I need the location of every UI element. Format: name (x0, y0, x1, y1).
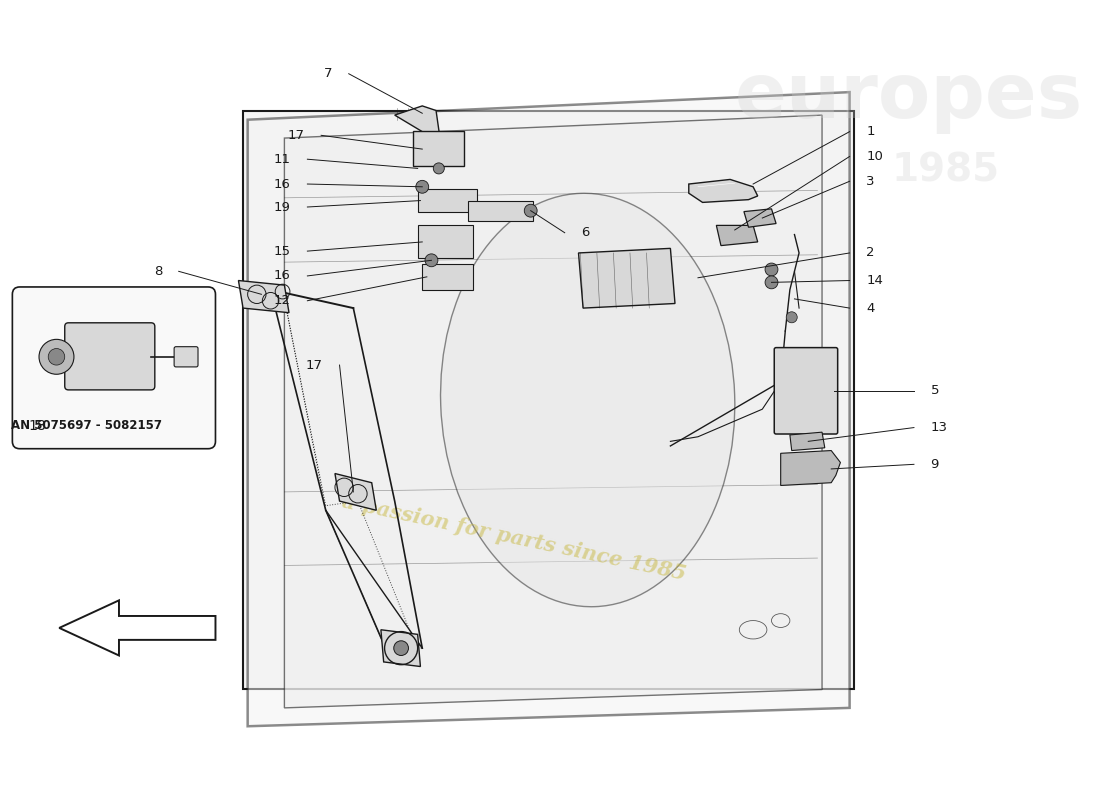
Polygon shape (790, 432, 825, 450)
Text: 4: 4 (866, 302, 874, 314)
Polygon shape (689, 179, 758, 202)
Text: 16: 16 (274, 178, 290, 190)
Text: AN 5075697 - 5082157: AN 5075697 - 5082157 (11, 419, 163, 432)
FancyBboxPatch shape (469, 201, 532, 221)
Text: 15: 15 (274, 245, 290, 258)
Text: 14: 14 (866, 274, 883, 287)
Polygon shape (395, 106, 441, 142)
Text: 8: 8 (154, 265, 162, 278)
FancyBboxPatch shape (414, 130, 463, 166)
Text: 10: 10 (866, 150, 883, 163)
Text: 18: 18 (29, 418, 46, 433)
Text: 6: 6 (581, 226, 590, 239)
FancyBboxPatch shape (418, 226, 473, 258)
FancyBboxPatch shape (422, 264, 473, 290)
Text: 7: 7 (323, 67, 332, 80)
Text: 12: 12 (274, 294, 290, 307)
Text: a passion for parts since 1985: a passion for parts since 1985 (340, 491, 689, 584)
Text: 17: 17 (287, 129, 305, 142)
Circle shape (433, 163, 444, 174)
Text: 17: 17 (306, 358, 323, 371)
Polygon shape (781, 450, 840, 486)
FancyBboxPatch shape (774, 348, 838, 434)
Polygon shape (239, 281, 289, 313)
Text: 1985: 1985 (892, 151, 1000, 190)
Text: 13: 13 (931, 421, 947, 434)
Text: 11: 11 (274, 153, 290, 166)
Circle shape (39, 339, 74, 374)
Text: 9: 9 (931, 458, 939, 471)
FancyBboxPatch shape (12, 287, 216, 449)
Polygon shape (248, 92, 849, 726)
FancyBboxPatch shape (174, 346, 198, 367)
Polygon shape (334, 474, 376, 510)
Circle shape (786, 312, 798, 323)
Polygon shape (243, 110, 855, 690)
FancyBboxPatch shape (418, 189, 477, 211)
Text: europes: europes (735, 60, 1084, 134)
Circle shape (766, 276, 778, 289)
Polygon shape (579, 248, 675, 308)
Polygon shape (744, 209, 777, 227)
Text: 1: 1 (866, 125, 874, 138)
Circle shape (425, 254, 438, 266)
Text: 2: 2 (866, 246, 874, 259)
Text: 3: 3 (866, 174, 874, 188)
Circle shape (766, 263, 778, 276)
Circle shape (525, 204, 537, 217)
FancyBboxPatch shape (65, 323, 155, 390)
Text: 16: 16 (274, 270, 290, 282)
Ellipse shape (441, 194, 735, 606)
Circle shape (394, 641, 408, 655)
Polygon shape (381, 630, 420, 666)
Polygon shape (285, 115, 822, 708)
Circle shape (416, 180, 429, 194)
Polygon shape (716, 226, 758, 246)
Polygon shape (59, 600, 216, 655)
Circle shape (48, 349, 65, 365)
Text: 5: 5 (931, 384, 939, 398)
Text: 19: 19 (274, 201, 290, 214)
